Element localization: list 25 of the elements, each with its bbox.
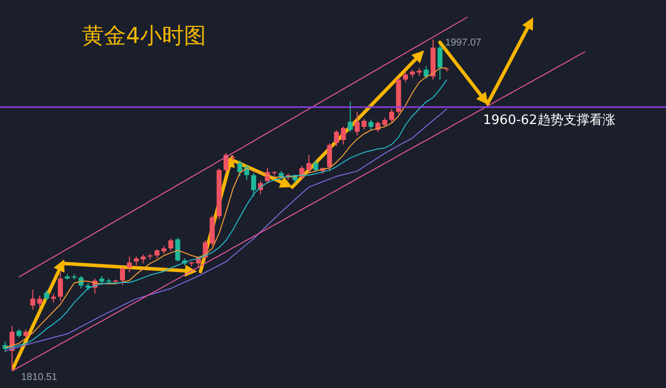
candlestick xyxy=(126,256,132,273)
candlestick xyxy=(402,71,408,83)
annotation: 1997.07 xyxy=(445,37,482,48)
candlestick xyxy=(340,126,346,145)
text: 1810.51 xyxy=(21,372,58,383)
candlestick xyxy=(389,108,394,123)
candlestick xyxy=(348,101,353,132)
candlestick xyxy=(120,266,126,286)
candlestick xyxy=(58,272,63,302)
candlestick xyxy=(168,238,174,252)
candlestick xyxy=(224,152,229,174)
candlestick xyxy=(175,237,180,262)
candlestick xyxy=(362,118,367,130)
candlestick xyxy=(306,154,312,174)
candlestick xyxy=(334,130,339,147)
candlestick xyxy=(313,160,318,172)
candlestick xyxy=(368,119,374,131)
ref-line-label: 1960-62趋势支撑看涨 xyxy=(483,113,616,128)
candlestick xyxy=(251,172,256,197)
candlestick xyxy=(327,143,332,172)
candlestick xyxy=(44,290,50,302)
candlestick xyxy=(437,44,442,80)
chart-title: 黄金4小时图 xyxy=(82,24,206,49)
candlestick xyxy=(354,111,360,136)
candlestick xyxy=(424,66,429,80)
